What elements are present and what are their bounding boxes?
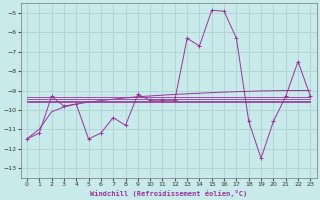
X-axis label: Windchill (Refroidissement éolien,°C): Windchill (Refroidissement éolien,°C) [90,190,247,197]
